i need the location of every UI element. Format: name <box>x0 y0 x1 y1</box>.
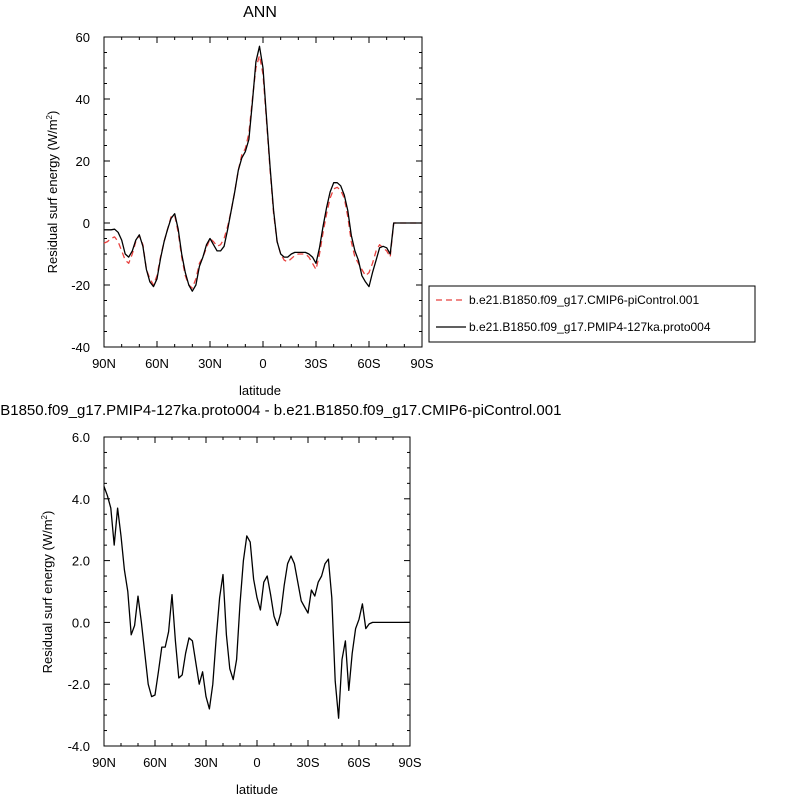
legend-box <box>428 285 756 343</box>
legend: b.e21.B1850.f09_g17.CMIP6-piControl.001 … <box>428 285 756 343</box>
top-ytick-label: 0 <box>83 216 90 231</box>
top-xtick-label: 90N <box>92 356 116 371</box>
top-xtick-label: 30S <box>304 356 327 371</box>
bottom-ytick-label: -4.0 <box>68 739 90 754</box>
top-ytick-label: 60 <box>76 30 90 45</box>
top-chart-ylabel-main: Residual surf energy (W/m <box>45 119 60 273</box>
bottom-chart-ylabel: Residual surf energy (W/m2) <box>40 511 55 674</box>
bottom-chart-ylabel-main: Residual surf energy (W/m <box>40 519 55 673</box>
bottom-chart-ticks: 90N 60N 30N 0 30S 60S 90S -4.0 -2.0 0.0 2.0 4.0 6.0 <box>68 430 422 770</box>
top-chart-frame <box>103 36 423 348</box>
top-xtick-label: 30N <box>198 356 222 371</box>
top-chart-ylabel-tail: ) <box>45 111 60 115</box>
top-chart-ylabel: Residual surf energy (W/m2) <box>45 111 60 274</box>
bottom-chart-ylabel-sup: 2 <box>40 514 49 519</box>
bottom-ytick-label: -2.0 <box>68 677 90 692</box>
bottom-chart-title: b.e21.B1850.f09_g17.PMIP4-127ka.proto004… <box>0 402 561 419</box>
top-chart: ANN 90N 60N 30N 0 30S 60S 90S -40 -20 0 20 40 60 lat… <box>45 4 434 398</box>
bottom-chart-xlabel: latitude <box>236 782 278 797</box>
bottom-ytick-label: 2.0 <box>72 554 90 569</box>
bottom-ytick-label: 6.0 <box>72 430 90 445</box>
bottom-xtick-label: 30N <box>194 755 218 770</box>
bottom-ytick-label: 4.0 <box>72 492 90 507</box>
top-chart-series <box>103 45 422 292</box>
top-chart-title: ANN <box>243 4 277 21</box>
top-xtick-label: 0 <box>259 356 266 371</box>
bottom-xtick-label: 60S <box>347 755 370 770</box>
top-xtick-label: 90S <box>410 356 433 371</box>
bottom-series-line-0 <box>103 486 410 719</box>
top-ytick-label: -20 <box>71 278 90 293</box>
bottom-ytick-label: 0.0 <box>72 615 90 630</box>
bottom-xtick-label: 90N <box>92 755 116 770</box>
top-series-line-0 <box>103 54 422 289</box>
top-ytick-label: 20 <box>76 154 90 169</box>
legend-entry-0: b.e21.B1850.f09_g17.CMIP6-piControl.001 <box>469 293 699 307</box>
bottom-chart-ylabel-tail: ) <box>40 511 55 515</box>
bottom-xtick-label: 90S <box>398 755 421 770</box>
bottom-xtick-label: 60N <box>143 755 167 770</box>
top-xtick-label: 60S <box>357 356 380 371</box>
top-chart-xlabel: latitude <box>239 383 281 398</box>
bottom-chart: b.e21.B1850.f09_g17.PMIP4-127ka.proto004… <box>0 402 561 797</box>
top-ytick-label: -40 <box>71 340 90 355</box>
bottom-chart-frame <box>103 436 411 747</box>
bottom-xtick-label: 0 <box>253 755 260 770</box>
top-series-line-1 <box>104 45 422 292</box>
legend-entry-1: b.e21.B1850.f09_g17.PMIP4-127ka.proto004 <box>469 320 711 334</box>
top-chart-ylabel-sup: 2 <box>45 114 54 119</box>
bottom-xtick-label: 30S <box>296 755 319 770</box>
top-chart-ticks: 90N 60N 30N 0 30S 60S 90S -40 -20 0 20 40 60 <box>71 30 434 371</box>
top-ytick-label: 40 <box>76 92 90 107</box>
top-xtick-label: 60N <box>145 356 169 371</box>
bottom-chart-series <box>103 486 410 719</box>
